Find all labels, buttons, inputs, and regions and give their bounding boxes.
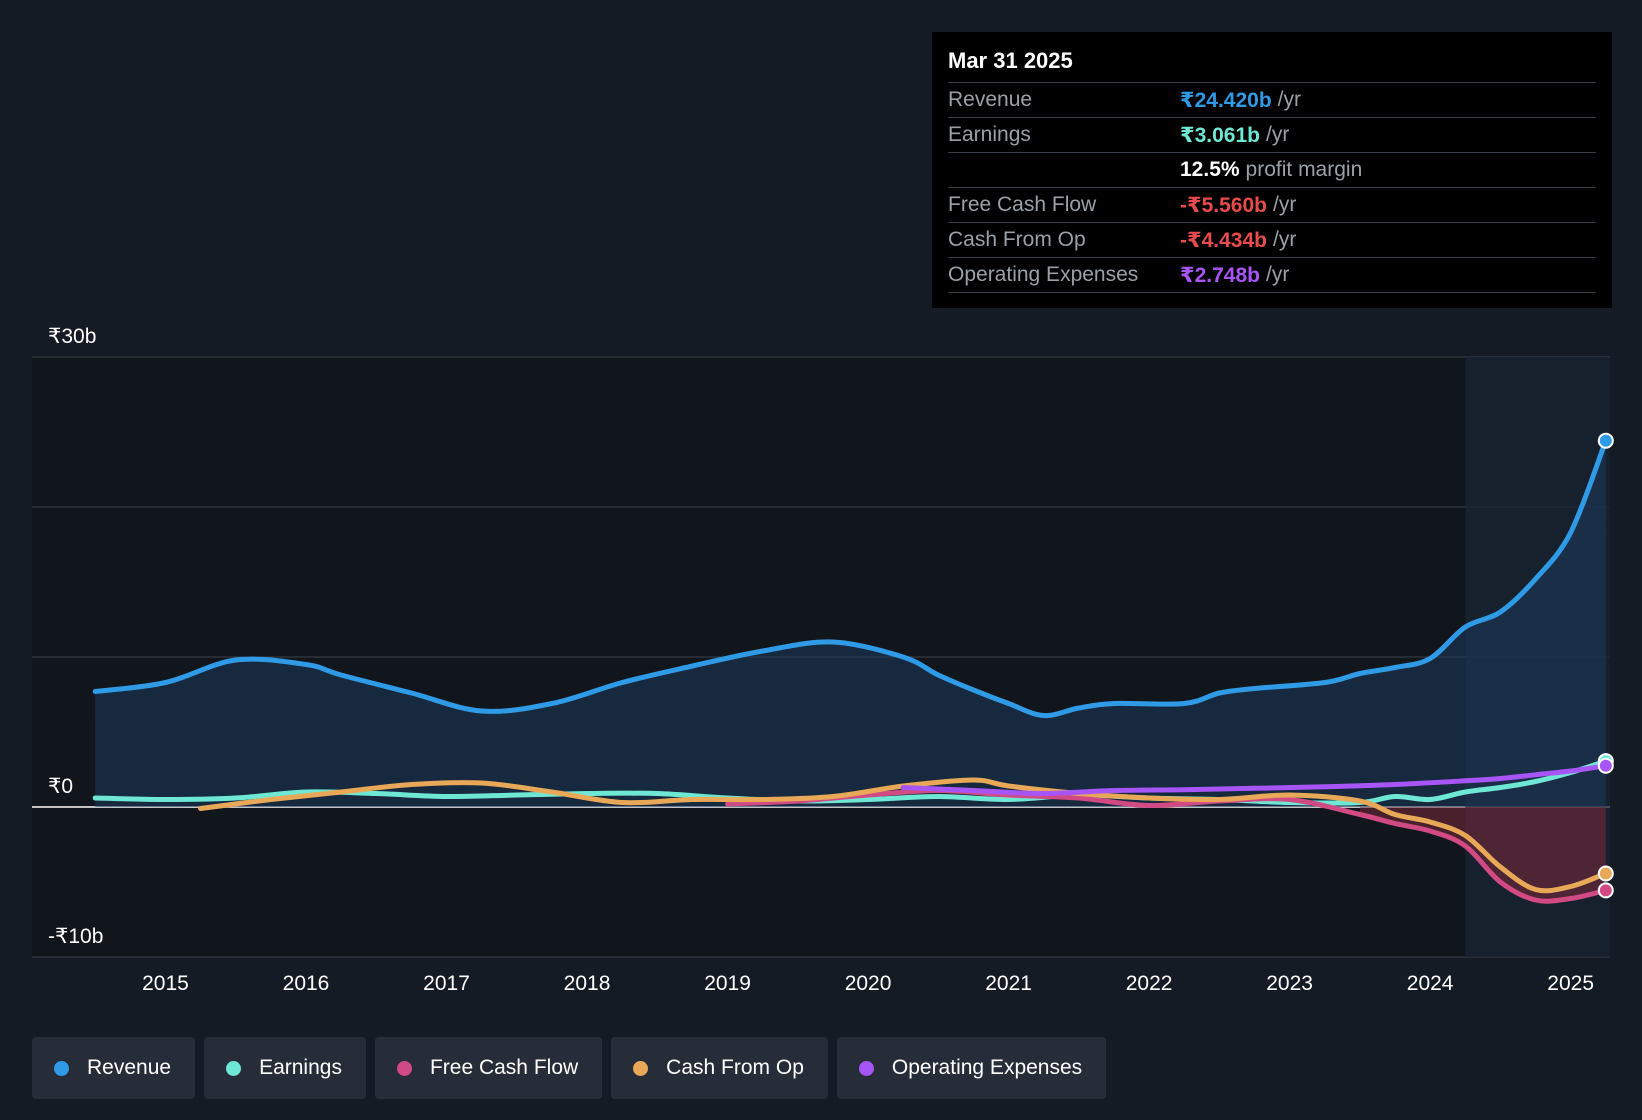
legend-dot-icon [396,1060,412,1076]
legend-dot-icon [633,1060,649,1076]
tooltip-row-name: Cash From Op [948,228,1086,251]
tooltip-row-name: Operating Expenses [948,263,1139,286]
x-tick-label: 2024 [1407,972,1454,995]
legend-label: Operating Expenses [891,1056,1083,1079]
tooltip-row: 12.5% profit margin [948,153,1596,188]
tooltip-row: Free Cash Flow -₹5.560b/yr [948,188,1596,223]
x-tick-label: 2017 [423,972,470,995]
legend-dot-icon [226,1060,242,1076]
tooltip-row-unit: /yr [1272,193,1297,216]
series-line-operating-expenses [900,763,1609,796]
legend-label: Cash From Op [666,1056,804,1079]
legend-label: Earnings [259,1056,342,1079]
legend-item-earnings[interactable]: Earnings [204,1037,366,1099]
tooltip-row-name: Free Cash Flow [948,193,1097,216]
tooltip-row-unit: /yr [1272,228,1297,251]
tooltip-row-value: ₹2.748b [1180,263,1260,287]
tooltip-row-name: Earnings [948,123,1031,146]
x-tick-label: 2019 [704,972,751,995]
revenue-area [95,440,1606,807]
tooltip-row: Operating Expenses ₹2.748b/yr [948,258,1596,293]
tooltip-row-value: ₹24.420b [1180,88,1272,112]
legend-label: Free Cash Flow [429,1056,579,1079]
x-tick-label: 2015 [142,972,189,995]
tooltip-row-value: -₹4.434b [1180,228,1267,252]
legend-label: Revenue [87,1056,172,1079]
chart-svg: ₹30b ₹0 -₹10b 2015 2016 2017 2018 2019 2020 2021… [32,325,1614,995]
tooltip-row-unit: /yr [1277,88,1301,111]
tooltip-panel: Mar 31 2025 Revenue ₹24.420b/yr Earnings ₹3… [932,32,1612,308]
legend-item-operating-expenses[interactable]: Operating Expenses [836,1037,1107,1099]
tooltip-row-value: 12.5% [1180,158,1240,181]
x-tick-label: 2016 [283,972,330,995]
y-tick-label: ₹30b [48,325,96,348]
tooltip-row: Cash From Op -₹4.434b/yr [948,223,1596,258]
y-tick-label: ₹0 [48,775,73,798]
tooltip-rows: Revenue ₹24.420b/yr Earnings ₹3.061b/yr 12.5… [948,83,1596,293]
x-tick-label: 2021 [985,972,1032,995]
tooltip-row-value: -₹5.560b [1180,193,1267,217]
series-line-cash-from-op [198,777,1609,894]
legend: Revenue Earnings Free Cash Flow Cash From O… [32,1037,1107,1099]
x-tick-label: 2023 [1266,972,1313,995]
x-tick-label: 2020 [845,972,892,995]
tooltip-date: Mar 31 2025 [948,46,1596,83]
legend-item-cash-from-op[interactable]: Cash From Op [611,1037,828,1099]
x-axis-labels: 2015 2016 2017 2018 2019 2020 2021 2022 2023 2024… [142,972,1594,995]
x-tick-label: 2022 [1126,972,1173,995]
series-lines [92,438,1609,904]
series-line-revenue [92,438,1609,719]
end-marker-cash-from-op [1597,865,1614,882]
end-markers [1597,432,1614,899]
x-tick-label: 2025 [1547,972,1594,995]
legend-dot-icon [858,1060,874,1076]
tooltip-row-value: ₹3.061b [1180,123,1260,147]
series-line-free-cash-flow [725,788,1609,904]
series-line-earnings [92,758,1609,806]
tooltip-row-name: Revenue [948,88,1033,111]
y-axis-labels: ₹30b ₹0 -₹10b [48,325,103,948]
end-marker-operating-expenses [1597,757,1614,774]
tooltip-row: Revenue ₹24.420b/yr [948,83,1596,118]
legend-item-revenue[interactable]: Revenue [32,1037,196,1099]
end-marker-revenue [1597,432,1614,449]
tooltip-row-unit: /yr [1266,263,1290,286]
y-tick-label: -₹10b [48,925,103,948]
legend-item-free-cash-flow[interactable]: Free Cash Flow [374,1037,603,1099]
x-tick-label: 2018 [564,972,611,995]
tooltip-row: Earnings ₹3.061b/yr [948,118,1596,153]
tooltip-row-unit: /yr [1266,123,1290,146]
end-marker-free-cash-flow [1597,882,1614,899]
tooltip-row-unit: profit margin [1245,158,1363,181]
legend-dot-icon [54,1060,69,1076]
